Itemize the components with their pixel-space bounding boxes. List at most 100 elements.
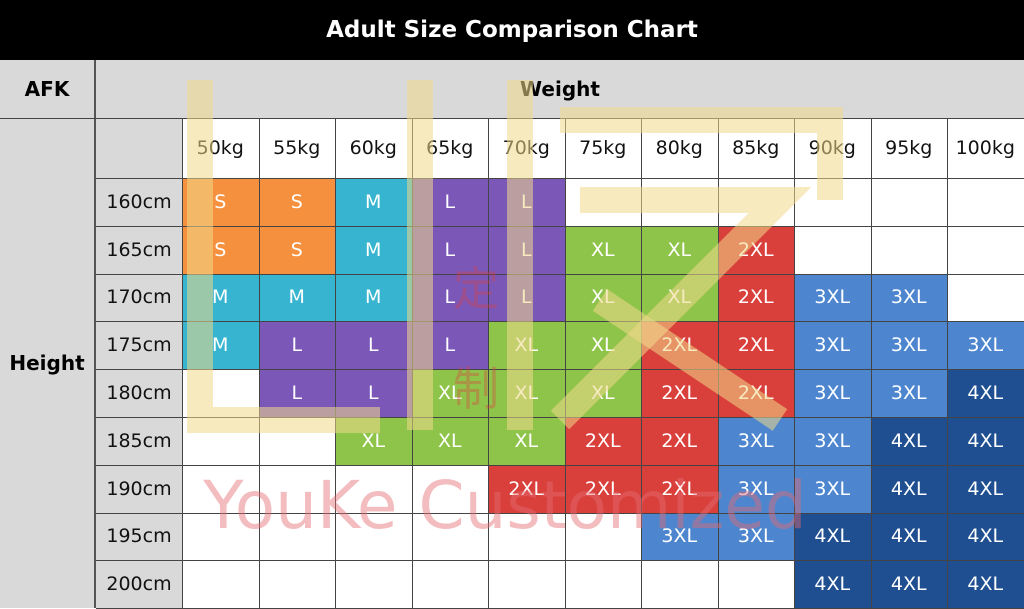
size-cell	[565, 178, 642, 226]
size-cell: 3XL	[718, 513, 795, 561]
size-cell: M	[335, 178, 412, 226]
size-cell: M	[259, 274, 336, 322]
size-cell: S	[259, 178, 336, 226]
grid-line	[718, 118, 719, 608]
weight-col-header: 80kg	[641, 118, 718, 178]
size-cell: 2XL	[718, 274, 795, 322]
size-cell	[259, 465, 336, 513]
size-cell: 4XL	[947, 465, 1024, 513]
size-cell: 4XL	[871, 513, 948, 561]
size-cell	[794, 226, 871, 274]
grid-line	[335, 118, 336, 608]
size-cell	[412, 560, 489, 608]
size-cell: 2XL	[641, 321, 718, 369]
grid-line	[565, 118, 566, 608]
size-cell: 3XL	[794, 369, 871, 417]
size-cell: XL	[565, 226, 642, 274]
size-cell: L	[412, 226, 489, 274]
size-cell	[335, 513, 412, 561]
size-cell: 4XL	[871, 417, 948, 465]
size-cell	[794, 178, 871, 226]
size-cell: S	[182, 226, 259, 274]
height-header: Height	[0, 118, 96, 608]
weight-col-header: 100kg	[947, 118, 1024, 178]
size-cell	[335, 560, 412, 608]
size-cell: 3XL	[871, 274, 948, 322]
grid-line	[96, 465, 1024, 466]
weight-col-header: 55kg	[259, 118, 336, 178]
size-cell: 3XL	[794, 321, 871, 369]
size-cell: XL	[412, 417, 489, 465]
grid-line	[182, 118, 183, 608]
size-cell	[335, 465, 412, 513]
size-cell: 3XL	[794, 465, 871, 513]
size-cell: XL	[565, 321, 642, 369]
size-cell: 2XL	[488, 465, 565, 513]
size-cell: 4XL	[947, 513, 1024, 561]
size-cell: 4XL	[947, 560, 1024, 608]
size-cell	[718, 178, 795, 226]
grid-line	[96, 369, 1024, 370]
size-cell: S	[182, 178, 259, 226]
header-row: AFK Weight	[0, 60, 1024, 118]
size-cell: L	[488, 274, 565, 322]
grid-line	[96, 274, 1024, 275]
size-cell: XL	[565, 369, 642, 417]
size-cell: 2XL	[641, 465, 718, 513]
grid-line	[641, 118, 642, 608]
size-cell	[947, 178, 1024, 226]
size-cell	[182, 560, 259, 608]
size-cell: 3XL	[947, 321, 1024, 369]
height-row-header: 165cm	[96, 226, 182, 274]
size-cell	[641, 178, 718, 226]
height-row-header: 195cm	[96, 513, 182, 561]
size-cell: L	[488, 226, 565, 274]
height-row-header: 180cm	[96, 369, 182, 417]
size-cell: 4XL	[794, 513, 871, 561]
size-cell	[565, 513, 642, 561]
size-cell: 4XL	[947, 417, 1024, 465]
size-cell	[871, 178, 948, 226]
size-cell: XL	[488, 417, 565, 465]
size-cell	[182, 465, 259, 513]
size-cell	[259, 513, 336, 561]
size-cell: 2XL	[718, 226, 795, 274]
size-cell: 4XL	[794, 560, 871, 608]
size-cell: XL	[641, 274, 718, 322]
size-cell	[412, 513, 489, 561]
height-row-header: 200cm	[96, 560, 182, 608]
grid-line	[96, 513, 1024, 514]
weight-col-header: 65kg	[412, 118, 489, 178]
size-cell: XL	[488, 369, 565, 417]
size-cell	[947, 274, 1024, 322]
size-cell	[871, 226, 948, 274]
grid-line	[488, 118, 489, 608]
grid-line	[412, 118, 413, 608]
size-cell	[947, 226, 1024, 274]
size-cell: 3XL	[794, 417, 871, 465]
size-cell	[641, 560, 718, 608]
grid-line	[947, 118, 948, 608]
size-cell: 2XL	[718, 321, 795, 369]
weight-col-header: 85kg	[718, 118, 795, 178]
size-cell	[718, 560, 795, 608]
size-cell: L	[412, 274, 489, 322]
size-cell: 3XL	[718, 417, 795, 465]
height-row-header: 190cm	[96, 465, 182, 513]
size-cell: L	[412, 178, 489, 226]
size-cell	[412, 465, 489, 513]
chart-title: Adult Size Comparison Chart	[0, 0, 1024, 60]
size-cell: M	[182, 321, 259, 369]
size-cell: 2XL	[565, 417, 642, 465]
size-cell: L	[488, 178, 565, 226]
size-cell	[259, 560, 336, 608]
size-cell	[182, 369, 259, 417]
size-cell: 3XL	[871, 321, 948, 369]
weight-col-header: 95kg	[871, 118, 948, 178]
afk-label: AFK	[0, 60, 96, 118]
weight-col-header: 60kg	[335, 118, 412, 178]
height-row-header: 185cm	[96, 417, 182, 465]
size-cell	[182, 417, 259, 465]
size-cell: 2XL	[718, 369, 795, 417]
size-cell: 4XL	[947, 369, 1024, 417]
